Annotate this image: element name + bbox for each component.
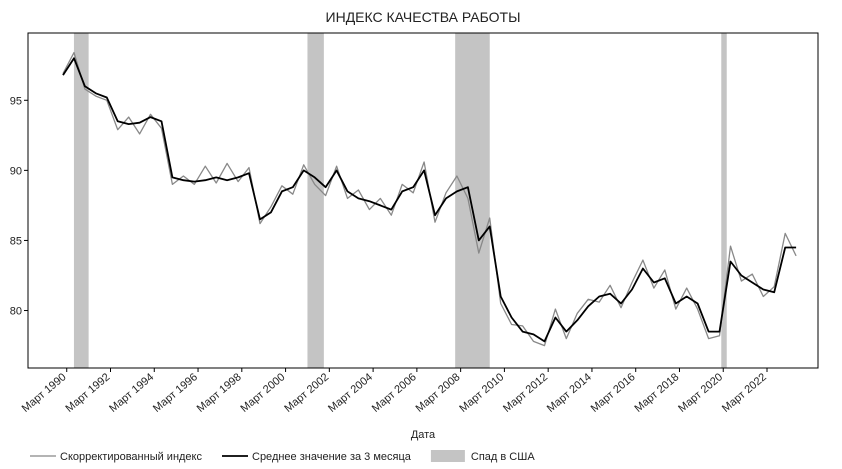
x-tick-label: Март 2018: [632, 371, 681, 415]
legend-swatch: [430, 450, 465, 462]
y-tick-label: 80: [10, 306, 22, 318]
x-tick-label: Март 2004: [326, 371, 375, 415]
legend-label: Скорректированный индекс: [60, 451, 202, 463]
recession-band: [307, 33, 324, 368]
recession-band: [721, 33, 727, 368]
x-tick-label: Март 2022: [720, 371, 769, 415]
line-series: [62, 51, 797, 347]
x-tick-label: Март 2008: [414, 371, 463, 415]
chart-title: ИНДЕКС КАЧЕСТВА РАБОТЫ: [326, 9, 521, 25]
x-tick-label: Март 1996: [151, 371, 200, 415]
x-tick-label: Март 1994: [107, 371, 156, 415]
legend-label: Среднее значение за 3 месяца: [252, 451, 412, 463]
y-tick-label: 95: [10, 95, 22, 107]
x-tick-label: Март 2002: [282, 371, 331, 415]
x-tick-label: Март 2012: [501, 371, 550, 415]
y-tick-label: 90: [10, 165, 22, 177]
x-tick-label: Март 1990: [20, 371, 69, 415]
x-axis-label: Дата: [411, 429, 436, 441]
x-tick-label: Март 2014: [545, 371, 594, 415]
x-tick-label: Март 2006: [370, 371, 419, 415]
x-tick-label: Март 2010: [457, 371, 506, 415]
x-tick-label: Март 1998: [195, 371, 244, 415]
plot-frame: [27, 32, 819, 369]
recession-band: [455, 33, 490, 368]
recession-band: [73, 33, 89, 368]
legend-label: Спад в США: [471, 451, 535, 463]
line-series: [62, 57, 797, 343]
y-tick-label: 85: [10, 235, 22, 247]
x-tick-label: Март 2000: [239, 371, 288, 415]
x-tick-label: Март 2016: [589, 371, 638, 415]
x-tick-label: Март 1992: [63, 371, 112, 415]
x-tick-label: Март 2020: [676, 371, 725, 415]
